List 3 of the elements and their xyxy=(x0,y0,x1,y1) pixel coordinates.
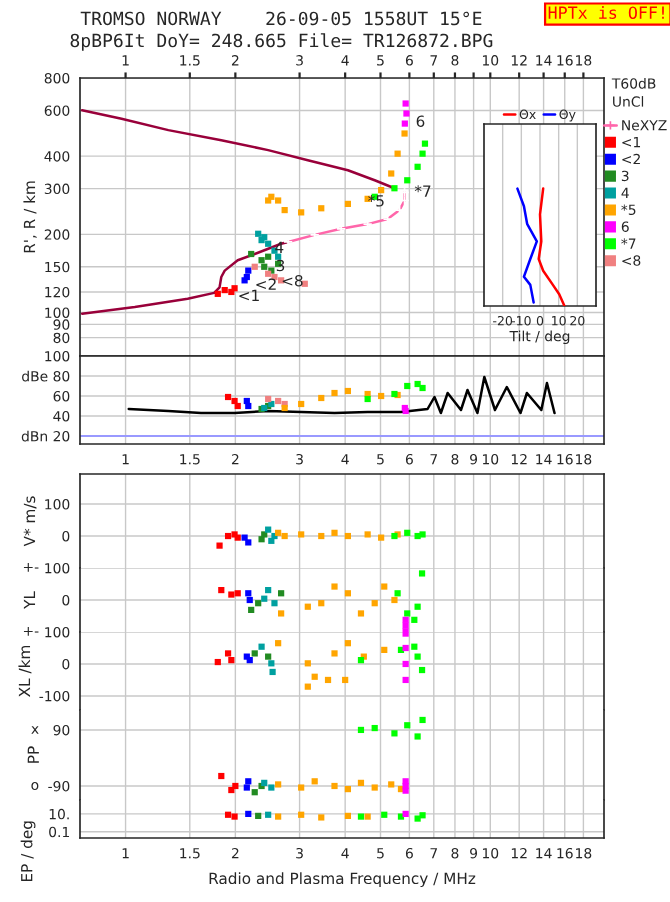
chart-title: TROMSO NORWAY 26-09-05 1558UT 15°E xyxy=(80,11,482,26)
text: HPTx is OFF! xyxy=(548,6,664,19)
chart-subtitle: 8pBP6It DoY= 248.665 File= TR126872.BPG xyxy=(70,33,493,51)
